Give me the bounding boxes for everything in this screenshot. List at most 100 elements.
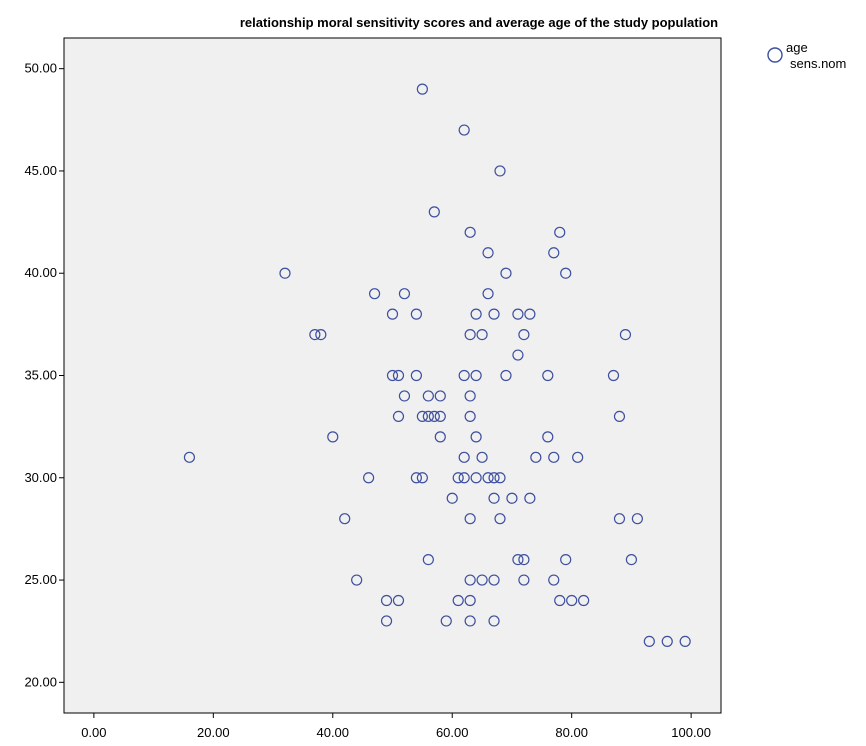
data-point: [279, 267, 291, 279]
data-point: [470, 431, 482, 443]
data-point: [524, 492, 536, 504]
data-point: [464, 328, 476, 341]
x-tick-label: 40.00: [316, 725, 349, 740]
data-point: [494, 513, 506, 525]
data-point: [410, 472, 422, 484]
legend-marker: [767, 47, 783, 63]
data-point: [464, 594, 476, 607]
y-tick-label: 30.00: [24, 470, 57, 485]
data-point: [518, 553, 530, 566]
data-points: [183, 83, 691, 648]
data-point: [416, 410, 428, 423]
y-tick-label: 45.00: [24, 163, 57, 178]
data-point: [488, 472, 500, 484]
data-point: [464, 615, 476, 627]
x-tick-label: 100.00: [671, 725, 711, 740]
data-point: [464, 390, 476, 402]
data-point: [500, 267, 512, 279]
data-point: [327, 431, 339, 443]
x-tick-label: 60.00: [436, 725, 469, 740]
data-point: [434, 431, 446, 443]
data-point: [392, 369, 405, 382]
data-point: [494, 472, 506, 484]
data-point: [410, 308, 422, 320]
plot-area: [63, 37, 722, 714]
data-point: [315, 328, 327, 341]
data-point: [613, 513, 626, 525]
data-point: [488, 492, 500, 504]
data-point: [554, 594, 566, 607]
data-point: [464, 410, 476, 423]
y-tick-label: 50.00: [24, 61, 57, 76]
data-point: [631, 513, 643, 525]
data-point: [309, 328, 321, 341]
data-point: [428, 206, 440, 218]
data-point: [560, 267, 572, 279]
data-point: [464, 513, 476, 525]
data-point: [470, 369, 482, 382]
data-point: [422, 390, 434, 402]
y-tick-label: 25.00: [24, 572, 57, 587]
data-point: [619, 328, 632, 341]
data-point: [392, 594, 405, 607]
data-point: [542, 431, 554, 443]
data-point: [339, 513, 351, 525]
data-point: [482, 472, 494, 484]
y-tick-label: 40.00: [24, 265, 57, 280]
data-point: [488, 308, 500, 320]
data-point: [679, 635, 691, 648]
data-point: [476, 328, 488, 341]
data-point: [554, 226, 566, 238]
data-point: [518, 328, 530, 341]
data-point: [386, 308, 399, 320]
data-point: [494, 165, 506, 177]
data-point: [572, 451, 584, 463]
data-point: [476, 574, 488, 586]
data-point: [500, 369, 512, 382]
data-point: [428, 410, 440, 423]
data-point: [530, 451, 542, 463]
x-axis: 0.00 20.00 40.00 60.00 80.00 100.00: [81, 713, 711, 740]
data-point: [512, 308, 524, 320]
data-point: [560, 553, 572, 566]
data-point: [363, 472, 375, 484]
data-point: [398, 390, 411, 402]
data-point: [380, 594, 393, 607]
data-point: [506, 492, 518, 504]
data-point: [476, 451, 488, 463]
data-point: [512, 349, 524, 361]
data-point: [512, 553, 524, 566]
data-point: [613, 410, 626, 423]
data-point: [398, 288, 411, 300]
data-point: [470, 472, 482, 484]
data-point: [518, 574, 530, 586]
data-point: [482, 247, 494, 259]
data-point: [422, 553, 434, 566]
data-point: [452, 472, 464, 484]
data-point: [380, 615, 393, 627]
x-tick-label: 80.00: [555, 725, 588, 740]
data-point: [458, 472, 470, 484]
data-point: [183, 451, 196, 463]
data-point: [422, 410, 434, 423]
y-tick-label: 35.00: [24, 368, 57, 383]
data-point: [548, 247, 560, 259]
x-tick-label: 20.00: [197, 725, 230, 740]
legend: age sens.nom: [767, 40, 846, 71]
data-point: [464, 226, 476, 238]
data-point: [548, 574, 560, 586]
data-point: [470, 308, 482, 320]
data-point: [488, 574, 500, 586]
data-point: [566, 594, 578, 607]
legend-label-line-1: age: [786, 40, 808, 55]
data-point: [458, 369, 470, 382]
data-point: [458, 124, 470, 136]
data-point: [661, 635, 673, 648]
y-axis: 20.00 25.00 30.00 35.00 40.00 45.00 50.00: [24, 61, 64, 689]
data-point: [416, 472, 428, 484]
data-point: [386, 369, 399, 382]
data-point: [643, 635, 655, 648]
data-point: [625, 553, 638, 566]
data-point: [548, 451, 560, 463]
